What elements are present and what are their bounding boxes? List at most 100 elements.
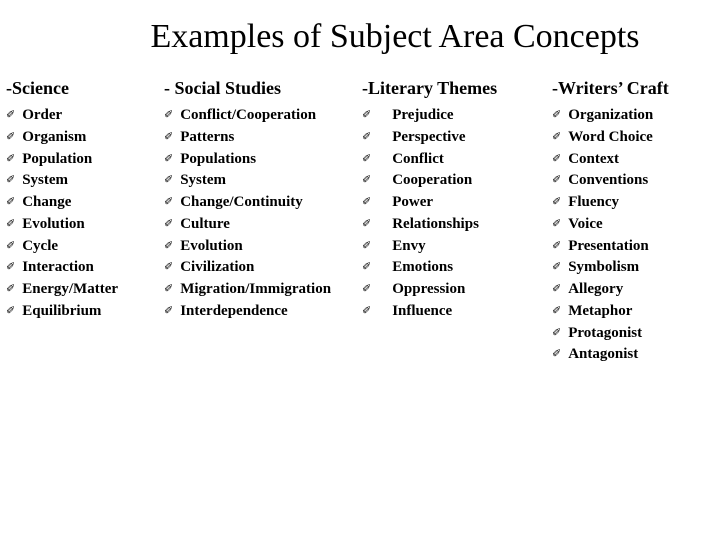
list-item: ✐ Context — [552, 149, 710, 171]
list-item-label: Oppression — [378, 279, 465, 301]
list-item: ✐Conflict/Cooperation — [164, 105, 362, 127]
list-item-label: Culture — [180, 214, 230, 236]
pencil-bullet-icon: ✐ — [362, 217, 371, 233]
list-item-label: Context — [568, 149, 619, 171]
pencil-bullet-icon: ✐ — [6, 239, 15, 255]
list-item-label: Power — [378, 192, 433, 214]
list-item: ✐ Influence — [362, 301, 552, 323]
list-item-label: Symbolism — [568, 257, 639, 279]
list-item-label: System — [180, 170, 226, 192]
list-item-label: Energy/Matter — [22, 279, 118, 301]
list-item: ✐ Migration/Immigration — [164, 279, 362, 301]
pencil-bullet-icon: ✐ — [552, 260, 561, 276]
list-item: ✐ Protagonist — [552, 323, 710, 345]
list-item: ✐ Oppression — [362, 279, 552, 301]
column-items-writers-craft: ✐Organization✐Word Choice✐Context✐Conven… — [552, 105, 710, 366]
list-item-label: System — [22, 170, 68, 192]
list-item: ✐Civilization — [164, 257, 362, 279]
list-item-label: Order — [22, 105, 62, 127]
list-item: ✐ Metaphor — [552, 301, 710, 323]
pencil-bullet-icon: ✐ — [6, 152, 15, 168]
pencil-bullet-icon: ✐ — [164, 108, 173, 124]
pencil-bullet-icon: ✐ — [164, 282, 173, 298]
list-item-label: Perspective — [378, 127, 465, 149]
list-item-label: Emotions — [378, 257, 453, 279]
list-item: ✐Change — [6, 192, 164, 214]
list-item-label: Influence — [378, 301, 452, 323]
list-item-label: Cooperation — [378, 170, 472, 192]
pencil-bullet-icon: ✐ — [6, 173, 15, 189]
pencil-bullet-icon: ✐ — [164, 173, 173, 189]
column-items-social-studies: ✐Conflict/Cooperation✐Patterns✐Populatio… — [164, 105, 362, 323]
list-item-label: Organism — [22, 127, 86, 149]
column-header-writers-craft: -Writers’ Craft — [552, 78, 710, 99]
pencil-bullet-icon: ✐ — [164, 217, 173, 233]
list-item-label: Population — [22, 149, 92, 171]
list-item: ✐Equilibrium — [6, 301, 164, 323]
list-item: ✐ Conventions — [552, 170, 710, 192]
pencil-bullet-icon: ✐ — [552, 326, 561, 342]
list-item: ✐Interdependence — [164, 301, 362, 323]
list-item-label: Migration/Immigration — [180, 279, 331, 301]
pencil-bullet-icon: ✐ — [552, 152, 561, 168]
column-header-social-studies: - Social Studies — [164, 78, 362, 99]
list-item: ✐Allegory — [552, 279, 710, 301]
pencil-bullet-icon: ✐ — [362, 108, 371, 124]
list-item-label: Evolution — [22, 214, 85, 236]
list-item-label: Change/Continuity — [180, 192, 303, 214]
pencil-bullet-icon: ✐ — [164, 152, 173, 168]
list-item: ✐ Organism — [6, 127, 164, 149]
list-item: ✐Voice — [552, 214, 710, 236]
list-item: ✐Cooperation — [362, 170, 552, 192]
list-item-label: Civilization — [180, 257, 254, 279]
list-item: ✐Word Choice — [552, 127, 710, 149]
columns-container: -Science ✐Order✐Organism✐Population✐Syst… — [0, 78, 720, 366]
column-header-literary-themes: -Literary Themes — [362, 78, 552, 99]
list-item-label: Metaphor — [568, 301, 632, 323]
list-item-label: Presentation — [568, 236, 649, 258]
list-item: ✐ Symbolism — [552, 257, 710, 279]
pencil-bullet-icon: ✐ — [362, 152, 371, 168]
list-item: ✐Cycle — [6, 236, 164, 258]
list-item-label: Conflict — [378, 149, 444, 171]
list-item-label: Patterns — [180, 127, 234, 149]
list-item-label: Protagonist — [568, 323, 642, 345]
column-items-science: ✐ Order ✐ Organism ✐ Population ✐ System✐Change… — [6, 105, 164, 323]
list-item: ✐ Patterns — [164, 127, 362, 149]
list-item: ✐ Fluency — [552, 192, 710, 214]
list-item: ✐ Presentation — [552, 236, 710, 258]
pencil-bullet-icon: ✐ — [6, 130, 15, 146]
list-item-label: Envy — [378, 236, 425, 258]
list-item: ✐ System — [6, 170, 164, 192]
list-item: ✐Envy — [362, 236, 552, 258]
pencil-bullet-icon: ✐ — [6, 282, 15, 298]
list-item: ✐ Culture — [164, 214, 362, 236]
pencil-bullet-icon: ✐ — [6, 108, 15, 124]
pencil-bullet-icon: ✐ — [164, 195, 173, 211]
list-item-label: Fluency — [568, 192, 619, 214]
list-item-label: Conventions — [568, 170, 648, 192]
page-title: Examples of Subject Area Concepts — [0, 0, 720, 78]
pencil-bullet-icon: ✐ — [164, 130, 173, 146]
list-item-label: Word Choice — [568, 127, 653, 149]
list-item-label: Evolution — [180, 236, 243, 258]
pencil-bullet-icon: ✐ — [552, 304, 561, 320]
pencil-bullet-icon: ✐ — [552, 239, 561, 255]
list-item: ✐ System — [164, 170, 362, 192]
pencil-bullet-icon: ✐ — [552, 108, 561, 124]
list-item: ✐Emotions — [362, 257, 552, 279]
list-item: ✐ Change/Continuity — [164, 192, 362, 214]
pencil-bullet-icon: ✐ — [6, 304, 15, 320]
list-item-label: Allegory — [568, 279, 623, 301]
pencil-bullet-icon: ✐ — [6, 195, 15, 211]
column-science: -Science ✐Order✐Organism✐Population✐Syst… — [6, 78, 164, 323]
list-item: ✐Organization — [552, 105, 710, 127]
pencil-bullet-icon: ✐ — [552, 195, 561, 211]
pencil-bullet-icon: ✐ — [362, 282, 371, 298]
pencil-bullet-icon: ✐ — [552, 173, 561, 189]
list-item: ✐Evolution — [164, 236, 362, 258]
list-item: ✐Power — [362, 192, 552, 214]
list-item-label: Relationships — [378, 214, 479, 236]
pencil-bullet-icon: ✐ — [362, 304, 371, 320]
list-item: ✐Populations — [164, 149, 362, 171]
